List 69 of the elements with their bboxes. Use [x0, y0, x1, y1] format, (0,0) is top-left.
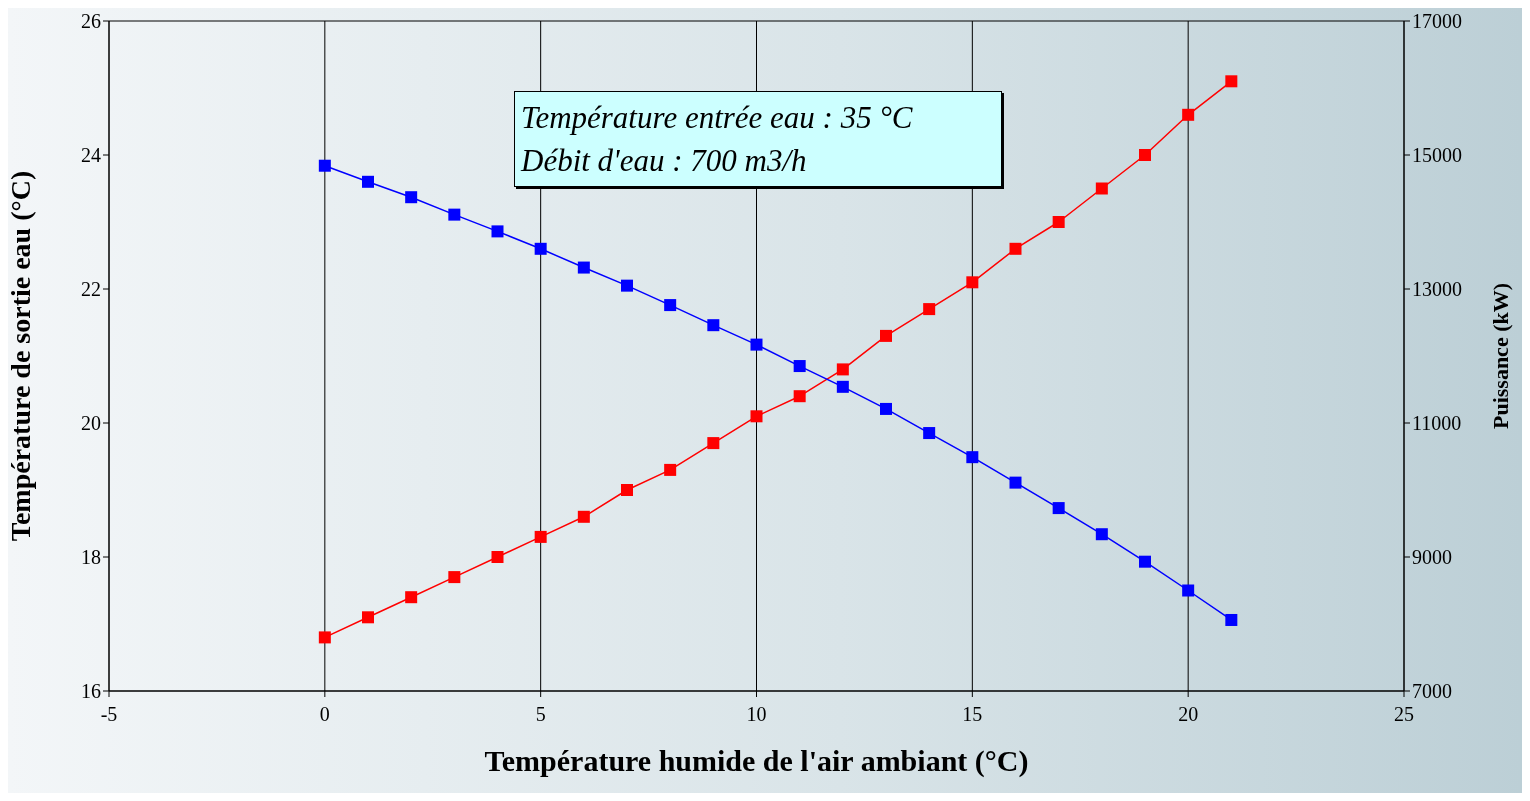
point: [1182, 584, 1195, 597]
point: [664, 463, 677, 476]
y2-axis-title: Puissance (kW): [1487, 282, 1513, 430]
point: [577, 510, 590, 523]
x-tick-label: -5: [100, 703, 118, 726]
x-axis-title: Température humide de l'air ambiant (°C): [484, 744, 1029, 778]
y-axis-title: Température de sortie eau (°C): [4, 170, 36, 542]
point: [793, 360, 806, 373]
y-tick-label: 26: [81, 10, 101, 33]
point: [491, 225, 504, 238]
x-tick-label: 15: [962, 703, 983, 726]
point: [836, 363, 849, 376]
x-tick-label: 0: [319, 703, 330, 726]
y-tick-label: 24: [81, 144, 101, 167]
y2-tick-label: 9000: [1412, 546, 1452, 569]
x-tick-label: 10: [746, 703, 767, 726]
y-tick-label: 20: [81, 412, 101, 435]
point: [880, 402, 892, 415]
annotation: Température entrée eau : 35 °C: [521, 99, 914, 137]
point: [318, 159, 331, 172]
point: [318, 631, 331, 644]
point: [1009, 476, 1022, 489]
point: [577, 261, 590, 274]
y2-tick-label: 13000: [1412, 278, 1462, 301]
point: [750, 338, 763, 351]
y-tick-label: 18: [81, 546, 101, 569]
point: [1052, 502, 1065, 515]
point: [448, 208, 461, 221]
point: [448, 571, 461, 584]
point: [405, 591, 418, 604]
point: [362, 611, 374, 624]
point: [1095, 182, 1108, 195]
point: [534, 242, 547, 255]
point: [1052, 216, 1065, 228]
point: [793, 390, 806, 403]
point: [621, 484, 633, 496]
point: [1225, 613, 1238, 626]
point: [966, 276, 979, 289]
y-tick-label: 16: [81, 680, 101, 703]
point: [880, 329, 892, 342]
x-tick-label: 25: [1394, 703, 1414, 726]
point: [1225, 75, 1238, 88]
x-tick-label: 5: [535, 703, 546, 726]
point: [750, 410, 763, 423]
y2-tick-label: 7000: [1412, 680, 1452, 703]
annotation: Débit d'eau : 700 m3/h: [521, 142, 808, 180]
point: [707, 319, 720, 332]
note-box: Température entrée eau : 35 °C Débit d'eau : 700 m3/h: [514, 91, 1002, 187]
point: [491, 551, 504, 563]
point: [1009, 242, 1022, 255]
point: [923, 427, 936, 440]
point: [1139, 149, 1151, 161]
point: [405, 191, 418, 204]
point: [707, 437, 720, 450]
y2-tick-label: 17000: [1412, 10, 1462, 33]
point: [836, 380, 849, 393]
x-tick-label: 20: [1178, 703, 1199, 726]
point: [621, 279, 633, 292]
point: [534, 530, 547, 543]
point: [923, 303, 936, 316]
point: [1182, 108, 1195, 121]
point: [362, 175, 374, 188]
point: [1139, 555, 1151, 568]
point: [664, 299, 677, 312]
y2-tick-label: 11000: [1412, 412, 1462, 435]
point: [1095, 528, 1108, 541]
y2-tick-label: 15000: [1412, 144, 1462, 167]
y-tick-label: 22: [81, 278, 101, 301]
point: [966, 451, 979, 464]
